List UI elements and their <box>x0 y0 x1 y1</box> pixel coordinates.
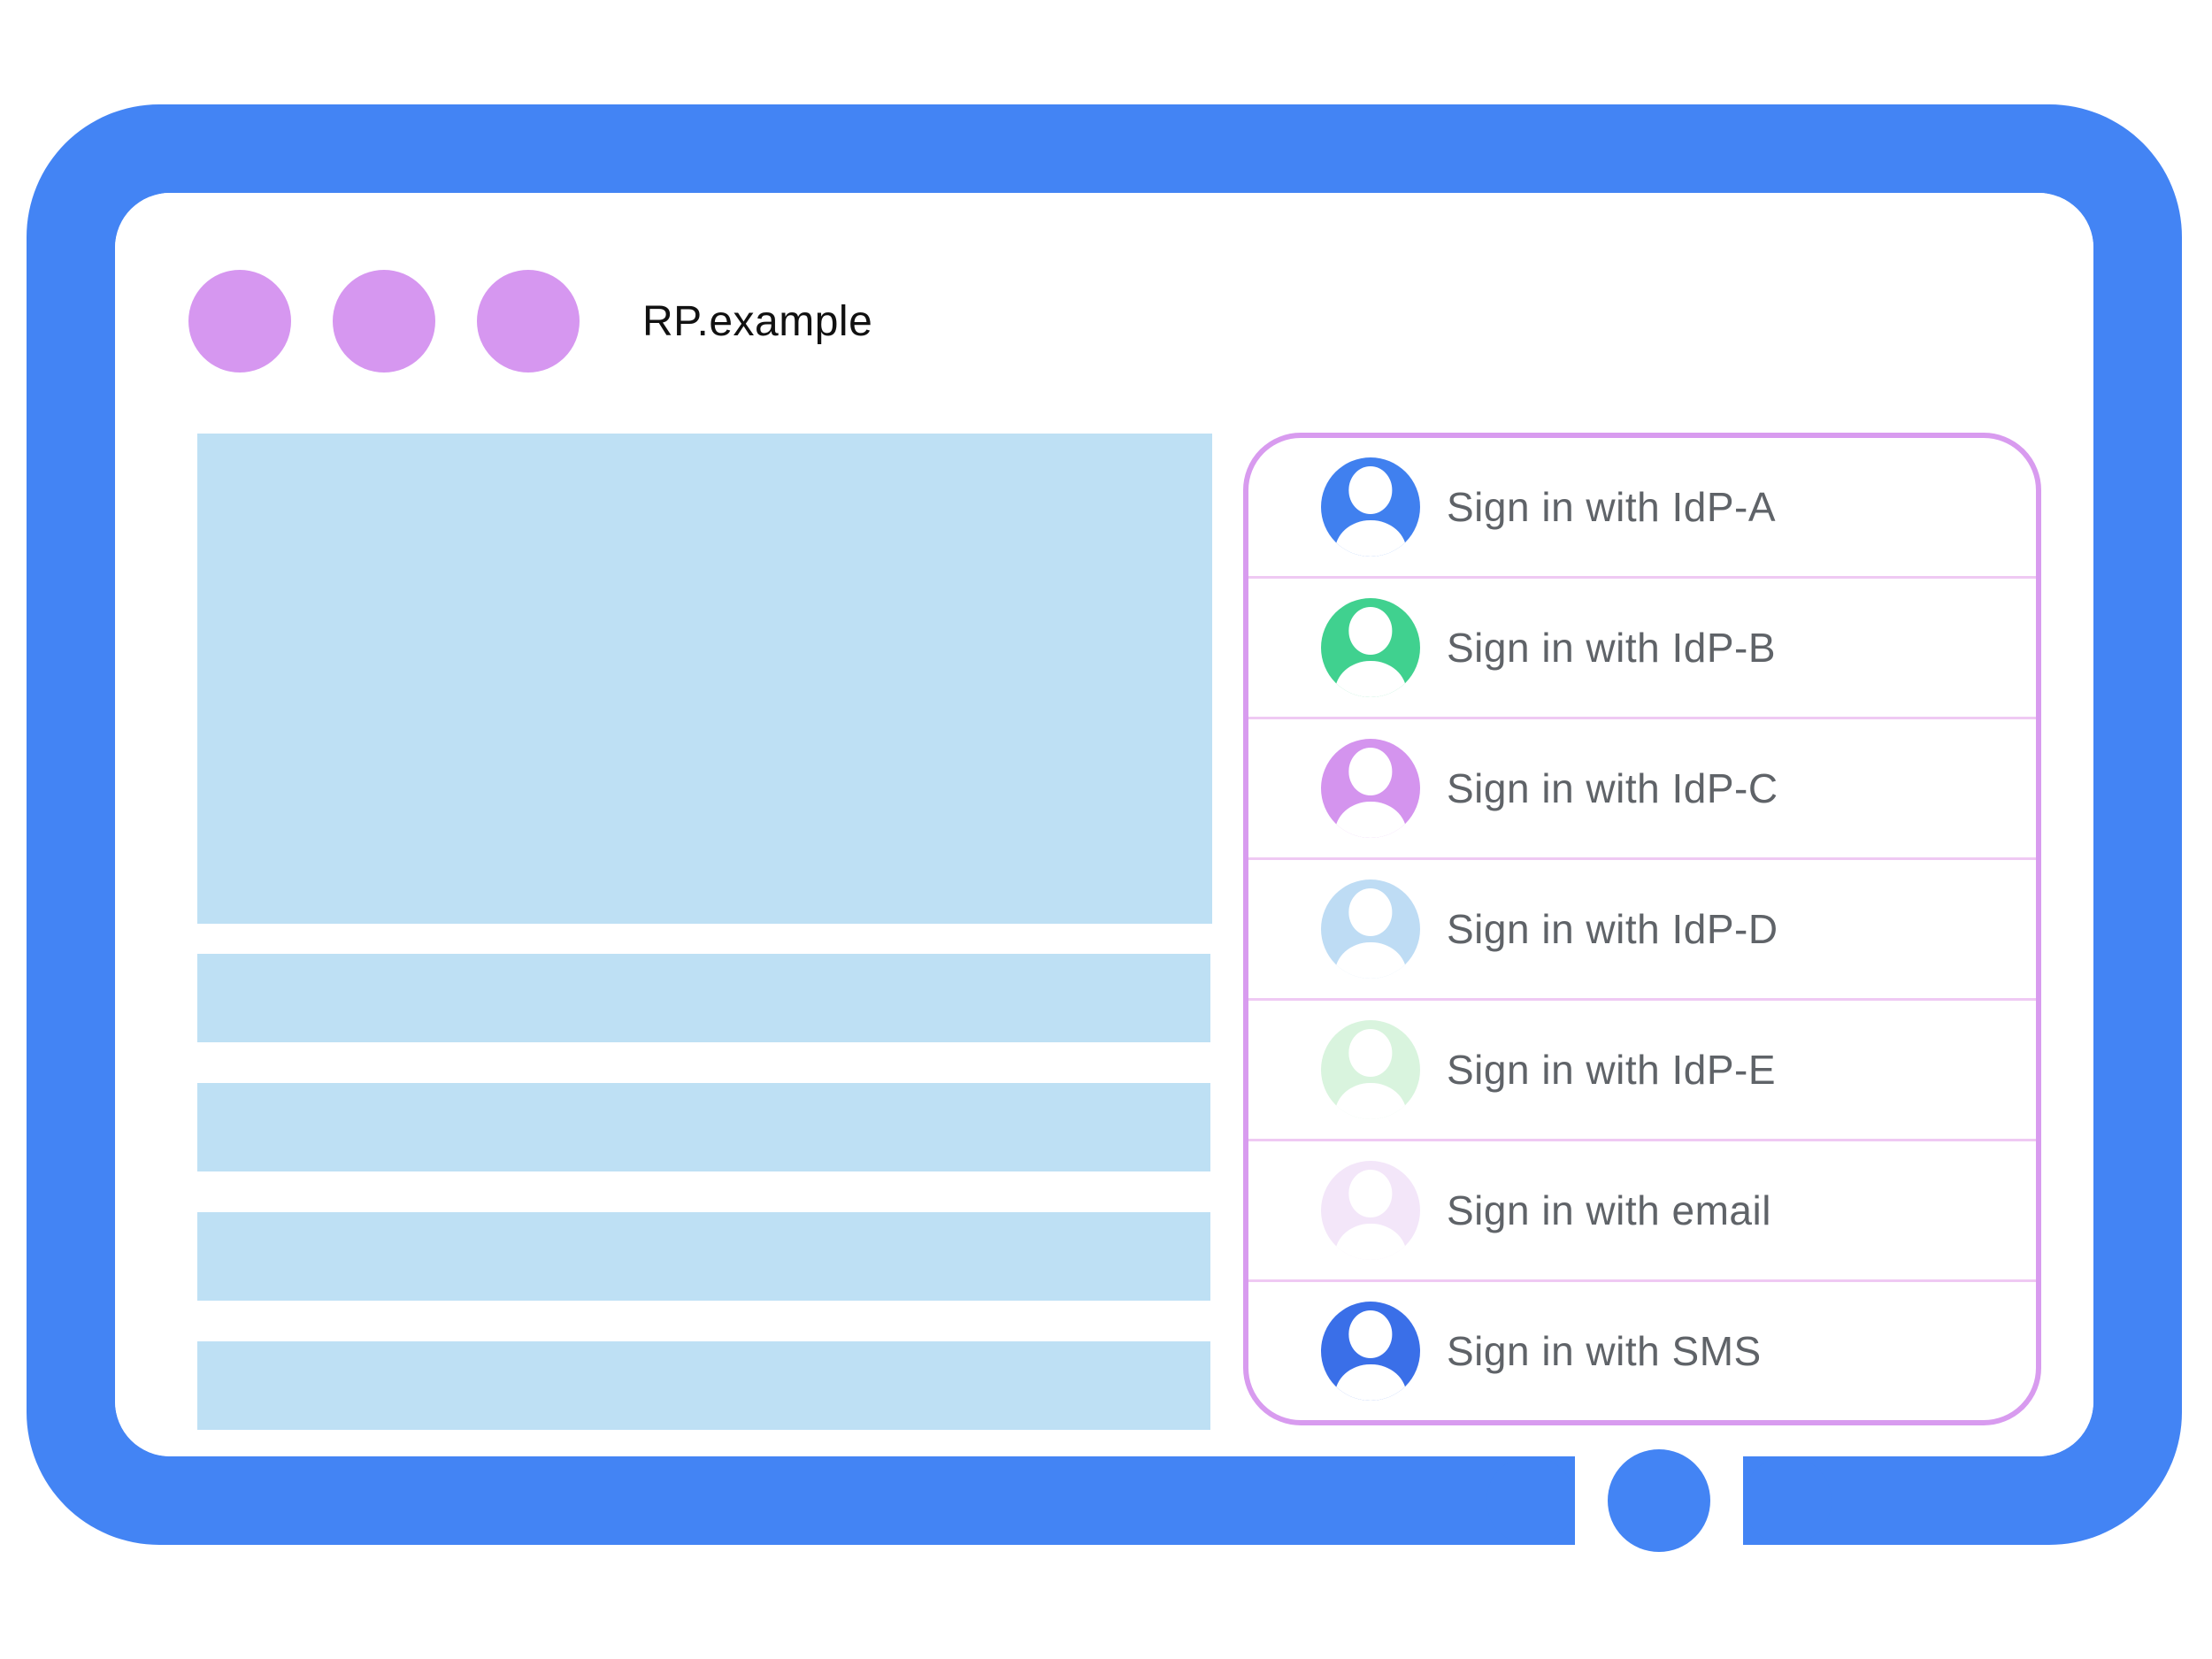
signin-option-idp-b[interactable]: Sign in with IdP-B <box>1248 576 2036 717</box>
window-control-dot[interactable] <box>188 270 291 373</box>
content-placeholder-line <box>197 1341 1210 1430</box>
page-title: RP.example <box>642 297 873 345</box>
content-placeholder-line <box>197 954 1210 1042</box>
signin-option-label: Sign in with IdP-A <box>1447 484 1777 530</box>
signin-option-idp-c[interactable]: Sign in with IdP-C <box>1248 717 2036 857</box>
user-avatar-icon <box>1321 1020 1420 1119</box>
user-avatar-icon <box>1321 1161 1420 1260</box>
signin-option-label: Sign in with email <box>1447 1187 1771 1233</box>
signin-option-label: Sign in with IdP-D <box>1447 906 1778 952</box>
signin-option-idp-d[interactable]: Sign in with IdP-D <box>1248 857 2036 998</box>
signin-panel: Sign in with IdP-A Sign in with IdP-B Si… <box>1243 433 2041 1425</box>
home-button[interactable] <box>1608 1449 1710 1552</box>
bottom-bar-right-cap <box>1743 1456 1832 1545</box>
user-avatar-icon <box>1321 879 1420 979</box>
browser-chrome: RP.example <box>188 270 872 373</box>
content-placeholder-line <box>197 1083 1210 1171</box>
signin-option-sms[interactable]: Sign in with SMS <box>1248 1279 2036 1420</box>
user-avatar-icon <box>1321 1302 1420 1401</box>
signin-option-idp-a[interactable]: Sign in with IdP-A <box>1248 438 2036 576</box>
user-avatar-icon <box>1321 457 1420 557</box>
signin-option-label: Sign in with SMS <box>1447 1328 1762 1374</box>
window-control-dot[interactable] <box>477 270 580 373</box>
signin-option-label: Sign in with IdP-C <box>1447 765 1778 811</box>
user-avatar-icon <box>1321 598 1420 697</box>
signin-option-idp-e[interactable]: Sign in with IdP-E <box>1248 998 2036 1139</box>
window-control-dot[interactable] <box>333 270 435 373</box>
bottom-bar-left-cap <box>1486 1456 1575 1545</box>
signin-option-label: Sign in with IdP-E <box>1447 1047 1777 1093</box>
browser-screen: RP.example Sign in with IdP-A Sign in wi… <box>115 193 2093 1456</box>
user-avatar-icon <box>1321 739 1420 838</box>
signin-option-label: Sign in with IdP-B <box>1447 625 1777 671</box>
content-placeholder-hero <box>197 434 1212 924</box>
signin-option-email[interactable]: Sign in with email <box>1248 1139 2036 1279</box>
content-placeholder-line <box>197 1212 1210 1301</box>
